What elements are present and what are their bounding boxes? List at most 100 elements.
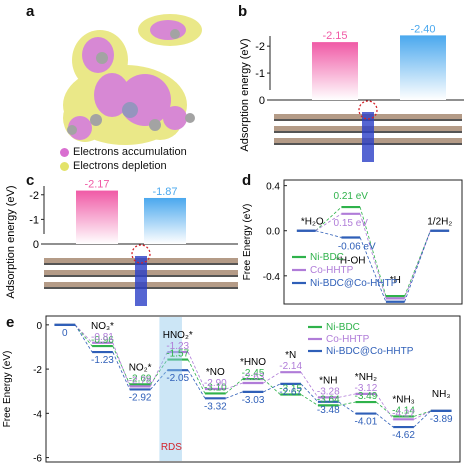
energy-connector: [376, 401, 394, 417]
step-label: *N: [285, 350, 296, 361]
value-label: -4.14: [392, 405, 415, 416]
energy-connector: [112, 351, 131, 390]
energy-connector: [150, 369, 168, 390]
step-label: NO₃*: [91, 321, 114, 332]
legend-label: Ni-BDC: [326, 322, 360, 333]
panel-c: c 0 -1 -2 Adsorption energy (eV) -2.17 -1.87: [0, 172, 240, 311]
y-axis-label: Free Energy (eV): [242, 204, 253, 281]
energy-connector: [413, 410, 432, 428]
chart-b: 0 -1 -2 Adsorption energy (eV) -2.15 -2.40: [239, 23, 464, 162]
energy-connector: [300, 394, 319, 406]
value-label: -1.23: [166, 341, 189, 352]
step-label: 1/2H₂: [427, 217, 452, 228]
depletion-label: Electrons depletion: [73, 160, 167, 172]
value-label: -3.15: [279, 384, 302, 395]
y-tick-label: 0: [259, 95, 265, 107]
accumulation-swatch: [60, 147, 69, 157]
value-label: -3.28: [317, 386, 340, 397]
bar: [400, 35, 446, 101]
structure-illustration-c: [44, 244, 238, 306]
rds-label: RDS: [161, 442, 182, 453]
accumulation-label: Electrons accumulation: [73, 146, 187, 158]
y-tick-label: -2: [255, 41, 265, 53]
y-tick-label: -2: [29, 190, 39, 202]
value-label: -2.45: [242, 368, 265, 379]
legend-depletion: Electrons depletion: [60, 160, 167, 172]
value-label: -3.64: [317, 394, 340, 405]
metal-center: [362, 112, 374, 162]
panel-b-label: b: [238, 3, 248, 20]
value-label: -4.27: [392, 408, 415, 419]
y-axis-label: Free Energy (eV): [2, 351, 13, 428]
energy-connector: [315, 206, 342, 232]
value-label: -3.49: [355, 391, 378, 402]
step-label: NH₃: [432, 389, 451, 400]
legend-label: Ni-BDC@Co-HHTP: [326, 346, 414, 357]
y-tick-label: -1: [255, 68, 265, 80]
panel-d-label: d: [242, 172, 252, 189]
bar: [76, 190, 118, 244]
step-label: *NH: [319, 375, 337, 386]
step-label: NO₃⁻: [53, 312, 77, 314]
energy-connector: [112, 345, 131, 385]
bar: [312, 42, 358, 100]
structure-illustration-b: [274, 100, 462, 162]
adsorption-site-highlight: [131, 244, 151, 264]
step-label: *NH₂: [355, 372, 377, 383]
legend-label: Ni-BDC@Co-HHTP: [310, 278, 398, 289]
energy-connector: [74, 324, 93, 353]
energy-connector: [263, 371, 281, 384]
panel-a: a Electrons accumulation Electr: [0, 0, 232, 176]
chart-c: 0 -1 -2 Adsorption energy (eV) -2.17 -1.87: [5, 179, 238, 306]
energy-connector: [263, 378, 281, 395]
y-tick-label: -1: [29, 214, 39, 226]
step-label: HNO₂*: [163, 330, 193, 341]
charge-density-illustration: [63, 14, 202, 145]
energy-connector: [413, 410, 432, 420]
y-tick-label: 0.4: [266, 182, 280, 193]
bar: [144, 197, 186, 244]
step-label: NO₂*: [129, 362, 152, 373]
energy-connector: [74, 324, 93, 347]
energy-connector: [225, 378, 243, 394]
plot-frame: [283, 179, 463, 305]
value-label: -3.12: [355, 383, 378, 394]
y-tick-label: -0.4: [263, 272, 281, 283]
value-label: -2.90: [204, 378, 227, 389]
y-tick-label: 0: [33, 239, 39, 251]
y-tick-label: -2: [33, 365, 42, 376]
energy-connector: [359, 206, 387, 297]
energy-connector: [112, 342, 131, 387]
value-label: -2.92: [129, 392, 152, 403]
panel-a-label: a: [26, 3, 35, 20]
energy-annotation: 0.15 eV: [334, 218, 369, 229]
step-label: *H: [390, 275, 401, 286]
bar-value-label: -2.15: [322, 30, 347, 42]
energy-connector: [150, 351, 168, 387]
value-label: -1.57: [166, 349, 189, 360]
step-label: *NH₃: [392, 394, 414, 405]
energy-connector: [225, 382, 243, 390]
value-label: -3.03: [242, 395, 265, 406]
energy-connector: [375, 393, 394, 420]
bar-value-label: -2.40: [410, 23, 435, 35]
value-label: -3.89: [430, 414, 453, 425]
energy-annotation: 0.21 eV: [334, 191, 369, 202]
y-tick-label: 0: [36, 321, 42, 332]
energy-connector: [187, 351, 206, 390]
value-label: -2.78: [129, 375, 152, 386]
value-label: -0.81: [91, 332, 114, 343]
value-label: -2.05: [166, 373, 189, 384]
value-label: -1.23: [91, 355, 114, 366]
adsorption-site-highlight: [358, 100, 378, 120]
y-axis-label: Adsorption energy (eV): [5, 185, 17, 298]
energy-connector: [187, 369, 206, 399]
legend-label: Co-HHTP: [326, 334, 370, 345]
y-tick-label: -6: [33, 454, 42, 465]
energy-connector: [404, 230, 431, 302]
energy-connector: [338, 401, 356, 414]
value-label: -4.01: [355, 417, 378, 428]
bar-value-label: -2.17: [84, 179, 109, 191]
energy-connector: [263, 383, 281, 393]
step-label: *HNO: [240, 357, 266, 368]
